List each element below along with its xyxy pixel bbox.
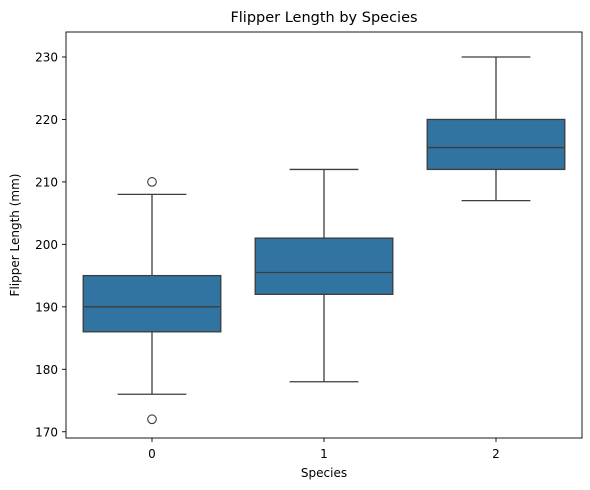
box-group — [426, 56, 566, 202]
x-tick-label: 2 — [492, 447, 500, 461]
box-group — [254, 168, 394, 383]
y-tick-label: 210 — [35, 175, 58, 189]
chart-title: Flipper Length by Species — [230, 10, 417, 26]
x-tick-label: 1 — [320, 447, 328, 461]
x-axis: 0 1 2 — [148, 438, 500, 461]
box — [82, 274, 222, 333]
box — [254, 237, 394, 295]
box-group — [82, 177, 222, 425]
y-tick-label: 170 — [35, 425, 58, 439]
box — [426, 118, 566, 171]
y-tick-label: 190 — [35, 300, 58, 314]
y-tick-label: 200 — [35, 238, 58, 252]
y-axis: 170 180 190 200 210 220 230 — [35, 50, 66, 439]
x-tick-label: 0 — [148, 447, 156, 461]
y-tick-label: 230 — [35, 50, 58, 64]
y-axis-label: Flipper Length (mm) — [8, 174, 22, 297]
outlier-point — [147, 177, 157, 187]
outlier-point — [147, 414, 157, 425]
x-axis-label: Species — [301, 466, 347, 480]
y-tick-label: 180 — [35, 363, 58, 377]
box-series — [82, 56, 566, 425]
y-tick-label: 220 — [35, 113, 58, 127]
